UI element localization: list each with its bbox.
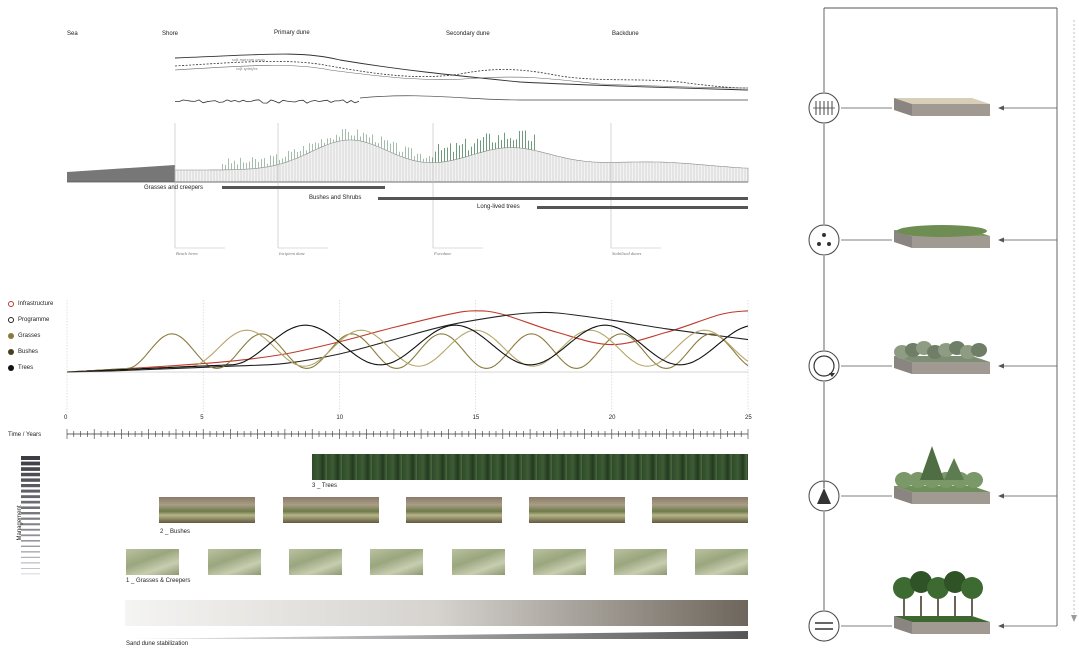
legend-programme-icon bbox=[8, 317, 14, 323]
strip-label-trees: 3 _ Trees bbox=[312, 483, 338, 489]
strip-label-grasses: 1 _ Grasses & Creepers bbox=[126, 578, 191, 584]
bush-photo-3 bbox=[406, 497, 502, 523]
label-long-lived-trees: Long-lived trees bbox=[477, 204, 520, 210]
stage-beach-berm: Beach berm bbox=[176, 251, 198, 256]
sand-layer-icon bbox=[808, 92, 840, 124]
time-chart bbox=[66, 300, 749, 439]
x-tick-10: 10 bbox=[336, 415, 344, 421]
label-shore: Shore bbox=[162, 31, 179, 37]
legend-bushes: Bushes bbox=[8, 349, 38, 355]
strip-label-bushes: 2 _ Bushes bbox=[160, 529, 191, 535]
profile-lines bbox=[174, 53, 749, 104]
x-axis-label: Time / Years bbox=[8, 432, 42, 438]
label-sea: Sea bbox=[67, 31, 78, 37]
stage-lines bbox=[174, 123, 661, 249]
strip-label-sand: Sand dune stabilization bbox=[126, 641, 189, 647]
annotation-spinifex: soft spinifex bbox=[236, 66, 258, 71]
layer-block-4 bbox=[894, 446, 990, 504]
sand-stabilization-gradient bbox=[125, 600, 748, 626]
x-tick-5: 5 bbox=[200, 415, 204, 421]
layer-circuit bbox=[823, 7, 1077, 626]
label-primary-dune: Primary dune bbox=[274, 30, 310, 36]
label-backdune: Backdune bbox=[612, 31, 639, 37]
legend-trees: Trees bbox=[8, 365, 33, 371]
legend-trees-icon bbox=[8, 365, 14, 371]
legend-bushes-label: Bushes bbox=[18, 349, 39, 355]
legend-programme: Programme bbox=[8, 317, 49, 323]
trees-strip bbox=[312, 454, 748, 480]
legend-infrastructure: Infrastructure bbox=[8, 301, 53, 307]
legend-infrastructure-icon bbox=[8, 301, 14, 307]
series-line-programme bbox=[66, 311, 749, 373]
bush-photo-1 bbox=[159, 497, 255, 523]
bush-photo-4 bbox=[529, 497, 625, 523]
bush-tree-layer-icon bbox=[808, 480, 840, 512]
legend-grasses-label: Grasses bbox=[18, 333, 41, 339]
layer-block-3 bbox=[894, 341, 990, 374]
management-scale bbox=[21, 456, 40, 575]
grass-photo-7 bbox=[614, 549, 667, 575]
management-label: Management bbox=[17, 505, 23, 541]
label-grasses-creepers: Grasses and creepers bbox=[144, 185, 204, 191]
legend-programme-label: Programme bbox=[18, 317, 50, 323]
stabilization-wedge bbox=[125, 631, 748, 639]
legend-grasses: Grasses bbox=[8, 333, 40, 339]
label-bushes-shrubs: Bushes and Shrubs bbox=[309, 195, 362, 201]
stage-incipient-dune: Incipient dune bbox=[279, 251, 305, 256]
grass-photo-6 bbox=[533, 549, 586, 575]
annotation-marram: soft marram grass bbox=[232, 57, 266, 62]
layer-block-1 bbox=[894, 98, 990, 116]
bush-photo-2 bbox=[283, 497, 379, 523]
dune-section bbox=[67, 129, 749, 183]
layer-arrows bbox=[841, 105, 1057, 629]
legend-trees-label: Trees bbox=[18, 365, 34, 371]
grass-photo-2 bbox=[208, 549, 261, 575]
x-tick-20: 20 bbox=[608, 415, 616, 421]
stage-stabilised-dunes: Stabilised dunes bbox=[612, 251, 642, 256]
series-line-infrastructure bbox=[66, 310, 749, 373]
series-line-trees bbox=[66, 324, 749, 373]
legend-grasses-icon bbox=[8, 333, 14, 339]
layer-block-2 bbox=[894, 225, 990, 248]
grass-layer-icon bbox=[808, 224, 840, 256]
stage-foredune: Foredune bbox=[434, 251, 452, 256]
x-tick-0: 0 bbox=[64, 415, 68, 421]
grass-photo-4 bbox=[370, 549, 423, 575]
x-tick-15: 15 bbox=[472, 415, 480, 421]
grass-photo-1 bbox=[126, 549, 179, 575]
layer-block-5 bbox=[893, 571, 990, 634]
grass-photo-5 bbox=[452, 549, 505, 575]
forest-layer-icon bbox=[808, 610, 840, 642]
x-tick-25: 25 bbox=[745, 415, 752, 421]
legend-bushes-icon bbox=[8, 349, 14, 355]
grass-photo-8 bbox=[695, 549, 748, 575]
grass-photo-3 bbox=[289, 549, 342, 575]
legend-infrastructure-label: Infrastructure bbox=[18, 301, 54, 307]
bush-photo-5 bbox=[652, 497, 748, 523]
label-secondary-dune: Secondary dune bbox=[446, 31, 490, 37]
vegetation-range-bars bbox=[222, 186, 748, 209]
shrub-layer-icon bbox=[808, 350, 840, 382]
